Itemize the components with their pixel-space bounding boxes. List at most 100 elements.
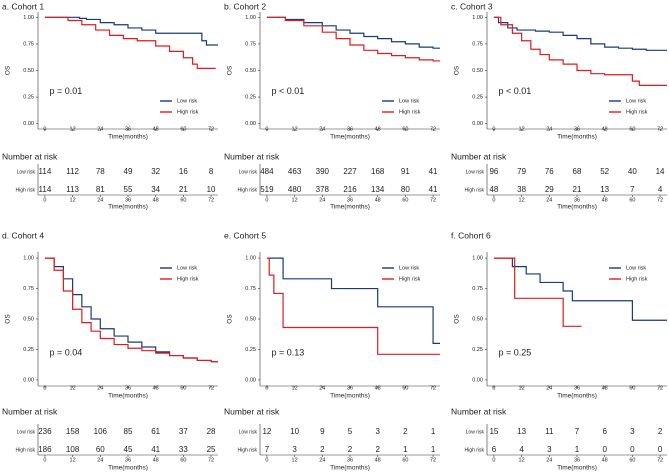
survival-curve xyxy=(493,16,667,86)
risk-count: 1 xyxy=(403,445,408,454)
risk-count: 227 xyxy=(343,167,357,176)
panel-title: e. Cohort 5 xyxy=(224,230,266,240)
y-tick-label: 0.75 xyxy=(472,41,483,47)
risk-count: 40 xyxy=(628,167,637,176)
risk-count: 14 xyxy=(656,167,665,176)
risk-count: 3 xyxy=(292,445,297,454)
risk-count: 114 xyxy=(39,167,52,176)
risk-count: 48 xyxy=(489,185,498,194)
risk-count: 216 xyxy=(343,185,357,194)
risk-table-title: Number at risk xyxy=(2,406,58,416)
risk-count: 9 xyxy=(320,427,325,436)
legend-label: High risk xyxy=(399,109,421,115)
p-value: p = 0.01 xyxy=(50,86,83,96)
risk-count: 2 xyxy=(320,445,325,454)
risk-x-tick-label: 0 xyxy=(265,457,268,463)
risk-count: 236 xyxy=(38,427,52,436)
x-tick-label: 0 xyxy=(492,385,495,391)
x-tick-label: 72 xyxy=(208,385,214,391)
y-axis-label: OS xyxy=(5,65,12,75)
risk-count: 463 xyxy=(288,167,302,176)
risk-x-axis-label: Time(months) xyxy=(108,465,148,472)
y-tick-label: 0.00 xyxy=(472,377,483,383)
x-tick-label: 48 xyxy=(153,385,159,391)
risk-count: 33 xyxy=(179,445,188,454)
y-tick-label: 0.50 xyxy=(23,316,34,322)
x-tick-label: 48 xyxy=(602,385,608,391)
risk-count: 80 xyxy=(401,185,410,194)
risk-x-axis-label: Time(months) xyxy=(108,204,148,211)
x-tick-label: 36 xyxy=(574,126,580,132)
risk-count: 10 xyxy=(207,185,216,194)
risk-x-tick-label: 72 xyxy=(208,457,214,463)
x-tick-label: 60 xyxy=(180,385,186,391)
x-tick-label: 12 xyxy=(292,126,298,132)
risk-count: 2 xyxy=(658,427,663,436)
risk-count: 5 xyxy=(348,427,353,436)
y-tick-label: 1.00 xyxy=(245,256,256,262)
y-tick-label: 1.00 xyxy=(472,256,483,262)
risk-x-tick-label: 48 xyxy=(375,197,381,203)
risk-count: 61 xyxy=(151,427,160,436)
panel-title: d. Cohort 4 xyxy=(2,230,44,240)
risk-table-title: Number at risk xyxy=(451,406,507,416)
risk-table-title: Number at risk xyxy=(224,406,280,416)
panel-title: a. Cohort 1 xyxy=(2,1,44,11)
x-tick-label: 48 xyxy=(375,126,381,132)
y-axis-label: OS xyxy=(454,314,461,324)
risk-count: 68 xyxy=(573,167,582,176)
risk-count: 49 xyxy=(124,167,133,176)
risk-count: 38 xyxy=(517,185,526,194)
risk-x-tick-label: 60 xyxy=(402,457,408,463)
risk-row-label: Low risk xyxy=(239,169,258,175)
y-axis-label: OS xyxy=(227,314,234,324)
legend-label: High risk xyxy=(177,276,199,282)
risk-x-tick-label: 48 xyxy=(153,457,159,463)
y-tick-label: 0.25 xyxy=(245,347,256,353)
risk-x-tick-label: 0 xyxy=(265,197,268,203)
risk-table-title: Number at risk xyxy=(224,151,280,161)
risk-count: 390 xyxy=(316,167,330,176)
legend-label: Low risk xyxy=(399,265,419,271)
risk-count: 6 xyxy=(492,445,497,454)
x-tick-label: 0 xyxy=(265,385,268,391)
risk-count: 484 xyxy=(260,167,274,176)
risk-count: 378 xyxy=(316,185,330,194)
risk-x-tick-label: 72 xyxy=(430,197,436,203)
p-value: p = 0.04 xyxy=(50,347,83,357)
legend-label: High risk xyxy=(626,109,648,115)
survival-curve xyxy=(44,16,218,46)
risk-x-tick-label: 12 xyxy=(519,457,525,463)
risk-x-tick-label: 12 xyxy=(292,197,298,203)
risk-x-axis-label: Time(months) xyxy=(557,465,597,472)
legend-label: High risk xyxy=(177,109,199,115)
y-tick-label: 1.00 xyxy=(23,256,34,262)
risk-x-tick-label: 72 xyxy=(430,457,436,463)
risk-x-tick-label: 12 xyxy=(519,197,525,203)
y-tick-label: 0.50 xyxy=(472,68,483,74)
y-tick-label: 0.75 xyxy=(245,286,256,292)
y-tick-label: 0.50 xyxy=(472,316,483,322)
x-axis-label: Time(months) xyxy=(108,134,148,141)
x-tick-label: 0 xyxy=(492,126,495,132)
risk-x-tick-label: 60 xyxy=(629,457,635,463)
risk-x-tick-label: 12 xyxy=(292,457,298,463)
x-tick-label: 36 xyxy=(574,385,580,391)
risk-x-tick-label: 60 xyxy=(180,197,186,203)
risk-x-tick-label: 0 xyxy=(492,457,495,463)
y-tick-label: 0.00 xyxy=(23,121,34,127)
y-tick-label: 0.00 xyxy=(245,377,256,383)
x-tick-label: 0 xyxy=(43,126,46,132)
risk-count: 15 xyxy=(489,427,498,436)
risk-row-label: High risk xyxy=(238,447,258,453)
risk-count: 519 xyxy=(260,185,274,194)
risk-count: 4 xyxy=(658,185,663,194)
y-axis-label: OS xyxy=(5,314,12,324)
risk-count: 10 xyxy=(290,427,299,436)
x-tick-label: 24 xyxy=(546,126,552,132)
risk-x-tick-label: 48 xyxy=(153,197,159,203)
risk-row-label: Low risk xyxy=(17,169,36,175)
risk-x-tick-label: 24 xyxy=(546,457,552,463)
risk-x-tick-label: 36 xyxy=(574,457,580,463)
y-tick-label: 0.50 xyxy=(245,316,256,322)
